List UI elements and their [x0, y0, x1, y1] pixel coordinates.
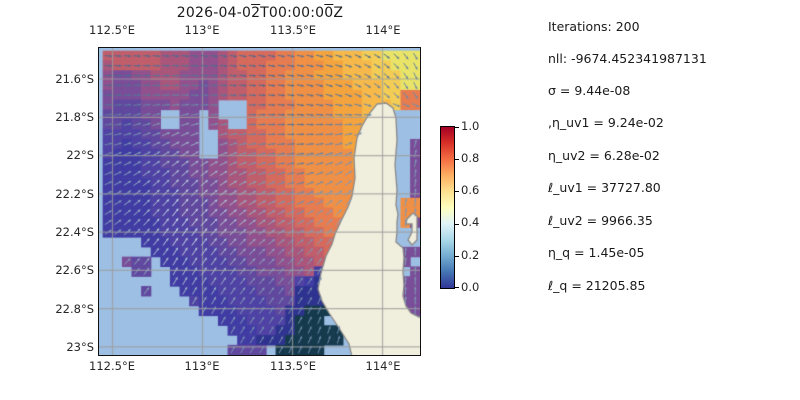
y-tick-label: 22.4°S — [55, 225, 94, 239]
colorbar-tick — [455, 256, 459, 258]
title-text: 2026-04-0 — [176, 5, 252, 21]
x-tick-label-top: 113.5°E — [270, 23, 316, 37]
stat-iterations: Iterations: 200 — [548, 19, 640, 34]
stat-eta-q: η_q = 1.45e-05 — [548, 245, 645, 260]
colorbar-tick-label: 0.4 — [461, 215, 480, 229]
colorbar-tick-label: 0.2 — [461, 248, 480, 262]
map-axes-frame — [97, 46, 421, 356]
x-tick-label-bottom: 113°E — [184, 359, 220, 373]
stat-ell-uv2: ℓ_uv2 = 9966.35 — [548, 213, 653, 228]
colorbar-tick — [455, 224, 459, 226]
colorbar-tick-label: 0.0 — [461, 280, 480, 294]
stat-nll: nll: -9674.452341987131 — [548, 51, 707, 66]
stat-ell-uv1: ℓ_uv1 = 37727.80 — [548, 180, 661, 195]
title-overline-char: 2 — [251, 5, 261, 21]
colorbar-tick-label: 0.6 — [461, 183, 480, 197]
colorbar-tick — [455, 127, 459, 129]
x-tick-label-top: 114°E — [365, 23, 401, 37]
y-tick-label: 23°S — [66, 340, 94, 354]
x-tick-label-bottom: 113.5°E — [270, 359, 316, 373]
stat-eta-uv1: ,η_uv1 = 9.24e-02 — [548, 115, 664, 130]
stat-eta-uv2: η_uv2 = 6.28e-02 — [548, 148, 660, 163]
x-tick-label-top: 112.5°E — [89, 23, 135, 37]
x-tick-label-bottom: 114°E — [365, 359, 401, 373]
colorbar-tick-label: 1.0 — [461, 119, 480, 133]
x-tick-label-top: 113°E — [184, 23, 220, 37]
colorbar-tick — [455, 287, 459, 289]
plot-title: 2026-04-02T00:00:00Z — [99, 5, 421, 21]
y-tick-label: 22°S — [66, 148, 94, 162]
colorbar-gradient — [440, 126, 455, 289]
y-tick-label: 21.6°S — [55, 72, 94, 86]
title-text: T00:00:0 — [260, 5, 325, 21]
colorbar-tick-label: 0.8 — [461, 151, 480, 165]
y-tick-label: 22.8°S — [55, 302, 94, 316]
title-text: Z — [333, 5, 344, 21]
stat-ell-q: ℓ_q = 21205.85 — [548, 278, 646, 293]
y-tick-label: 22.6°S — [55, 263, 94, 277]
y-tick-label: 21.8°S — [55, 110, 94, 124]
y-tick-label: 22.2°S — [55, 187, 94, 201]
stat-sigma: σ = 9.44e-08 — [548, 83, 631, 98]
map-plot — [98, 47, 420, 355]
colorbar-tick — [455, 191, 459, 193]
colorbar-tick — [455, 159, 459, 161]
title-overline-char: 0 — [324, 5, 334, 21]
x-tick-label-bottom: 112.5°E — [89, 359, 135, 373]
